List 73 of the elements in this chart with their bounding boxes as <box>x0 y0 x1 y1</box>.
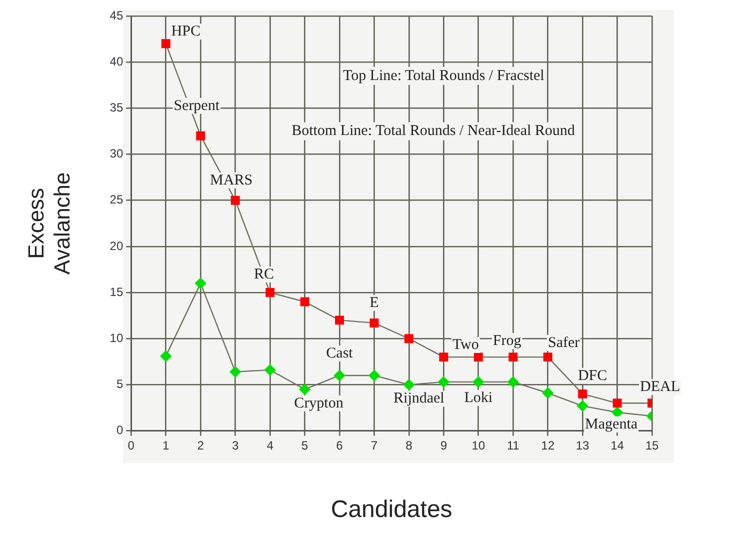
point <box>404 334 414 344</box>
x-tick-label: 0 <box>128 438 135 452</box>
y-tick-label: 35 <box>110 100 124 114</box>
annotation: Magenta <box>585 416 638 432</box>
point <box>334 370 346 382</box>
x-tick-label: 7 <box>370 438 378 452</box>
point <box>439 352 448 362</box>
y-tick-label: 0 <box>116 423 124 438</box>
point <box>508 352 518 362</box>
point <box>508 376 519 388</box>
point <box>264 364 276 376</box>
y-tick-label: 10 <box>110 330 124 345</box>
point <box>543 352 552 362</box>
y-tick-label: 45 <box>110 8 124 22</box>
x-tick-label: 1 <box>162 438 170 452</box>
x-tick-label: 10 <box>472 438 486 452</box>
annotation: E <box>370 294 379 311</box>
y-axis-title: Excess Avalanche <box>23 172 75 275</box>
point <box>230 196 240 205</box>
y-tick-label: 15 <box>110 284 124 299</box>
point <box>612 398 622 408</box>
y-tick-label: 40 <box>110 54 124 68</box>
point <box>542 387 554 399</box>
point <box>578 389 588 398</box>
x-tick-label: 3 <box>232 438 239 452</box>
x-tick-label: 4 <box>266 438 274 452</box>
point <box>161 39 170 48</box>
y-tick-label: 30 <box>110 146 124 161</box>
annotation: Cast <box>326 345 354 362</box>
x-tick-label: 5 <box>301 438 308 452</box>
annotation: HPC <box>171 24 200 40</box>
point <box>335 316 344 325</box>
x-tick-label: 13 <box>576 438 590 452</box>
point <box>194 278 206 289</box>
annotation: RC <box>254 266 274 282</box>
x-tick-label: 12 <box>541 438 555 452</box>
annotation: Bottom Line: Total Rounds / Near-Ideal Round <box>292 123 576 140</box>
x-tick-label: 2 <box>197 438 204 452</box>
point <box>576 400 588 412</box>
annotation: Crypton <box>294 395 344 412</box>
point <box>438 376 450 388</box>
x-tick-label: 11 <box>506 438 520 452</box>
annotation: Rijndael <box>394 390 444 407</box>
annotation: Safer <box>548 334 580 351</box>
annotation: DFC <box>578 368 608 384</box>
annotation: Frog <box>492 332 522 349</box>
annotation: Loki <box>464 390 493 406</box>
annotation: Two <box>452 336 479 353</box>
point <box>370 318 379 328</box>
point <box>368 370 380 382</box>
annotation: MARS <box>210 172 253 188</box>
x-tick-label: 8 <box>406 438 413 452</box>
annotation: DEAL <box>640 379 680 396</box>
point <box>266 288 275 298</box>
point <box>299 384 310 395</box>
y-tick-label: 5 <box>116 377 124 392</box>
point <box>160 350 172 362</box>
point <box>403 379 415 390</box>
y-tick-label: 20 <box>110 238 124 253</box>
point <box>230 366 241 378</box>
point <box>472 376 484 388</box>
x-tick-label: 14 <box>610 438 624 452</box>
annotation: Top Line: Total Rounds / Fracstel <box>342 68 544 84</box>
x-tick-label: 9 <box>440 438 448 452</box>
x-tick-label: 6 <box>336 438 344 452</box>
y-tick-label: 25 <box>110 192 124 207</box>
point <box>300 297 310 306</box>
point <box>474 352 483 362</box>
point <box>196 131 206 140</box>
x-axis-title: Candidates <box>330 496 452 524</box>
annotation: Serpent <box>174 98 220 114</box>
point <box>612 406 623 418</box>
x-tick-label: 15 <box>645 438 659 452</box>
